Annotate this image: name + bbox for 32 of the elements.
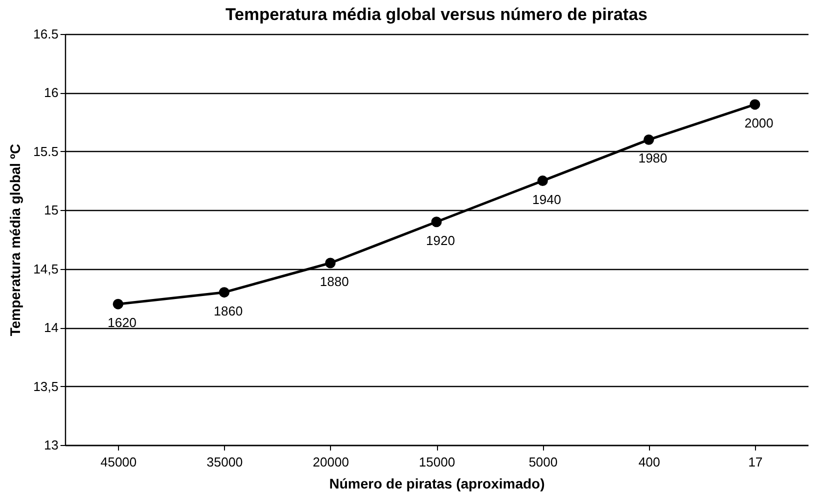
y-tick-label: 16 [44, 85, 58, 100]
annotation: 1620 [108, 315, 137, 330]
x-tick-label: 17 [748, 454, 763, 470]
point [218, 287, 230, 298]
y-tick-label: 13,5 [33, 378, 58, 394]
x-tick-label: 400 [638, 454, 660, 470]
x-tick-label: 15000 [418, 454, 456, 470]
annotation: 1940 [532, 192, 562, 207]
x-tick-label: 35000 [206, 454, 243, 470]
point [750, 99, 760, 110]
y-tick-label: 16.5 [33, 26, 58, 42]
y-axis-title: Temperatura média global ºC [7, 144, 24, 336]
y-tick-label: 15 [44, 202, 58, 218]
y-tick-label: 13 [44, 438, 58, 452]
annotation: 2000 [744, 115, 774, 130]
point [112, 298, 124, 310]
annotation: 1920 [426, 232, 455, 248]
x-tick-label: 20000 [312, 454, 349, 470]
y-tick-label: 14 [44, 320, 58, 336]
y-tick-label: 15.5 [33, 144, 58, 159]
point [644, 134, 654, 145]
x-tick-label: 45000 [100, 454, 137, 470]
x-tick-label: 5000 [528, 454, 558, 470]
annotation: 1880 [320, 274, 349, 289]
y-tick-label: 14,5 [33, 261, 58, 276]
point [537, 176, 548, 186]
point [431, 216, 442, 228]
chart-title: Temperatura média global versus número de piratas [226, 5, 648, 24]
annotation: 1980 [638, 150, 668, 166]
point [325, 258, 336, 268]
annotation: 1860 [214, 303, 243, 318]
x-axis-title: Número de piratas (aproximado) [329, 476, 545, 492]
